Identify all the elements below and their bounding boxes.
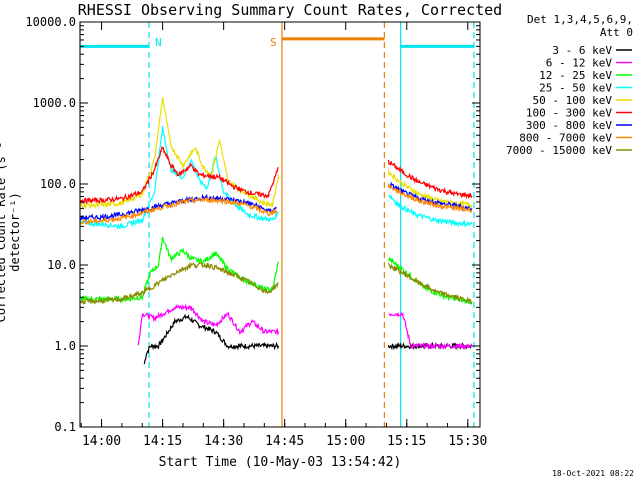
legend-label: 12 - 25 keV	[539, 69, 612, 82]
series-line	[388, 194, 473, 228]
legend-label: 50 - 100 keV	[533, 94, 613, 107]
legend-label: 25 - 50 keV	[539, 82, 612, 95]
y-axis-label: Corrected Count Rate (s⁻¹ detector⁻¹)	[0, 141, 22, 323]
y-tick-label: 0.1	[54, 420, 76, 434]
series-line	[387, 256, 473, 305]
event-marker-label: N	[155, 36, 162, 49]
y-tick-label: 10.0	[47, 258, 76, 272]
x-tick-label: 15:00	[326, 434, 365, 449]
y-tick-label: 1.0	[54, 339, 76, 353]
series-line	[143, 313, 280, 365]
legend-header-line-1: Det 1,3,4,5,6,9,	[527, 13, 633, 26]
series-line	[387, 159, 473, 200]
series-line	[79, 125, 280, 230]
series-line	[79, 193, 277, 221]
series-line	[387, 169, 473, 209]
legend-header: Det 1,3,4,5,6,9, Att 0	[527, 13, 633, 39]
x-tick-label: 14:00	[82, 434, 121, 449]
y-tick-label: 1000.0	[33, 96, 76, 110]
x-axis-label: Start Time (10-May-03 13:54:42)	[158, 455, 402, 470]
x-tick-label: 14:15	[143, 434, 182, 449]
legend-label: 800 - 7000 keV	[519, 132, 612, 145]
timestamp: 18-Oct-2021 08:22	[552, 469, 634, 478]
x-tick-label: 15:30	[448, 434, 487, 449]
series-line	[79, 261, 279, 305]
axis-ticks: 0.1 1.0 10.0 100.0 1000.0 10000.0 14:00 14:15 14…	[25, 15, 487, 449]
x-tick-label: 14:45	[265, 434, 304, 449]
y-tick-label: 10000.0	[25, 15, 76, 29]
x-tick-label: 14:30	[204, 434, 243, 449]
plot-frame	[79, 21, 481, 428]
legend-header-line-2: Att 0	[599, 26, 633, 39]
x-tick-label: 15:15	[387, 434, 426, 449]
series-line	[137, 303, 280, 346]
event-marker-label: S	[270, 36, 277, 49]
y-tick-label: 100.0	[40, 177, 76, 191]
series-line	[79, 145, 279, 205]
series-line	[79, 97, 280, 210]
legend-label: 3 - 6 keV	[552, 44, 612, 57]
legend-label: 7000 - 15000 keV	[506, 144, 612, 157]
series-line	[387, 262, 473, 305]
series-line	[388, 311, 473, 351]
series-line	[387, 183, 473, 213]
legend-label: 6 - 12 keV	[546, 57, 613, 70]
chart-title: RHESSI Observing Summary Count Rates, Co…	[77, 1, 503, 19]
series-line	[79, 196, 278, 226]
legend-label: 100 - 300 keV	[526, 107, 612, 120]
legend-label: 300 - 800 keV	[526, 119, 612, 132]
